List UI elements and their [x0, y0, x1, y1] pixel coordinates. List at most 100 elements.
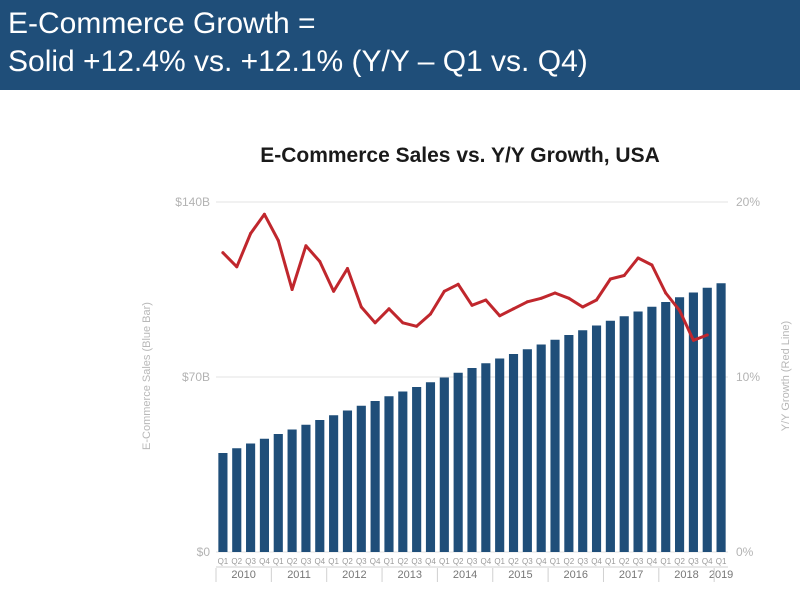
growth-point [235, 265, 239, 269]
year-label: 2014 [453, 569, 477, 581]
growth-point [664, 291, 668, 295]
quarter-label: Q2 [674, 557, 685, 566]
sales-bar [246, 443, 256, 552]
sales-bar [301, 424, 311, 552]
quarter-label: Q4 [370, 557, 381, 566]
year-label: 2017 [619, 569, 643, 581]
year-label: 2018 [674, 569, 698, 581]
growth-point [622, 274, 626, 277]
growth-point [567, 296, 571, 300]
growth-point [387, 307, 391, 311]
quarter-label: Q3 [467, 557, 478, 566]
year-label: 2013 [397, 569, 421, 581]
quarter-label: Q3 [633, 557, 644, 566]
quarter-label: Q2 [287, 557, 298, 566]
quarter-label: Q1 [328, 557, 339, 566]
growth-point [595, 298, 599, 302]
quarter-label: Q1 [550, 557, 561, 566]
growth-point [553, 291, 557, 295]
right-tick-label: 10% [736, 370, 760, 384]
growth-line [221, 212, 709, 342]
growth-point [498, 314, 502, 318]
growth-point [470, 303, 474, 307]
quarter-label: Q3 [245, 557, 256, 566]
growth-point [304, 244, 308, 248]
growth-point [262, 212, 266, 216]
year-label: 2010 [231, 569, 255, 581]
sales-bar [259, 438, 269, 552]
growth-point [359, 305, 363, 309]
slide-title-line-2: Solid +12.4% vs. +12.1% (Y/Y – Q1 vs. Q4… [8, 45, 588, 78]
sales-bar [412, 387, 422, 552]
sales-bar [315, 420, 325, 552]
quarter-label: Q3 [688, 557, 699, 566]
quarter-label: Q1 [273, 557, 284, 566]
growth-point [608, 277, 612, 281]
quarter-label: Q2 [231, 557, 242, 566]
sales-bar [578, 330, 588, 552]
sales-bar [370, 401, 380, 552]
growth-point [318, 260, 322, 263]
quarter-label: Q4 [481, 557, 492, 566]
year-label: 2019 [709, 569, 733, 581]
sales-bar [522, 349, 532, 552]
sales-bar [647, 306, 657, 552]
quarter-label: Q2 [564, 557, 575, 566]
growth-point [525, 300, 529, 304]
left-tick-label: $0 [197, 545, 211, 559]
quarter-label: Q4 [702, 557, 713, 566]
sales-bar [716, 283, 726, 552]
quarter-label: Q4 [536, 557, 547, 566]
quarter-label: Q4 [314, 557, 325, 566]
right-tick-label: 0% [736, 545, 754, 559]
sales-bar [398, 391, 408, 552]
growth-point [345, 267, 349, 270]
quarter-label: Q4 [647, 557, 658, 566]
sales-bar [619, 316, 629, 552]
growth-point [276, 239, 280, 242]
growth-point [249, 232, 253, 235]
sales-bar [287, 429, 297, 552]
quarter-label: Q1 [218, 557, 229, 566]
growth-point [636, 256, 640, 260]
sales-bar [342, 410, 353, 552]
left-tick-label: $140B [175, 195, 210, 209]
quarter-label: Q3 [411, 557, 422, 566]
growth-point [512, 307, 516, 311]
chart-title: E-Commerce Sales vs. Y/Y Growth, USA [260, 144, 660, 167]
growth-point [456, 282, 460, 286]
year-label: 2015 [508, 569, 532, 581]
sales-bar [564, 335, 574, 552]
sales-bar [702, 287, 712, 552]
sales-bar [550, 339, 560, 552]
quarter-label: Q1 [494, 557, 505, 566]
sales-bar [633, 311, 643, 552]
growth-point [539, 296, 543, 300]
growth-point [691, 338, 695, 342]
quarter-label: Q2 [619, 557, 630, 566]
sales-bar [453, 372, 463, 552]
quarter-label: Q1 [716, 557, 727, 566]
year-label: 2011 [287, 569, 311, 581]
sales-bar [605, 320, 615, 552]
sales-bar [661, 302, 671, 552]
quarter-label: Q1 [660, 557, 671, 566]
sales-bar [329, 415, 339, 552]
sales-bar [356, 405, 366, 552]
quarter-label: Q2 [508, 557, 519, 566]
quarter-label: Q4 [425, 557, 436, 566]
growth-point [221, 251, 225, 255]
growth-point [415, 324, 419, 328]
quarter-label: Q2 [342, 557, 353, 566]
sales-bar [273, 434, 283, 552]
sales-bar [591, 325, 602, 552]
growth-point [678, 309, 682, 312]
slide-header: E-Commerce Growth = Solid +12.4% vs. +12… [0, 0, 800, 90]
quarter-label: Q3 [356, 557, 367, 566]
quarter-label: Q1 [605, 557, 616, 566]
sales-bar [688, 292, 698, 552]
right-axis-label: Y/Y Growth (Red Line) [780, 321, 792, 431]
quarter-label: Q2 [397, 557, 408, 566]
growth-point [373, 321, 377, 325]
